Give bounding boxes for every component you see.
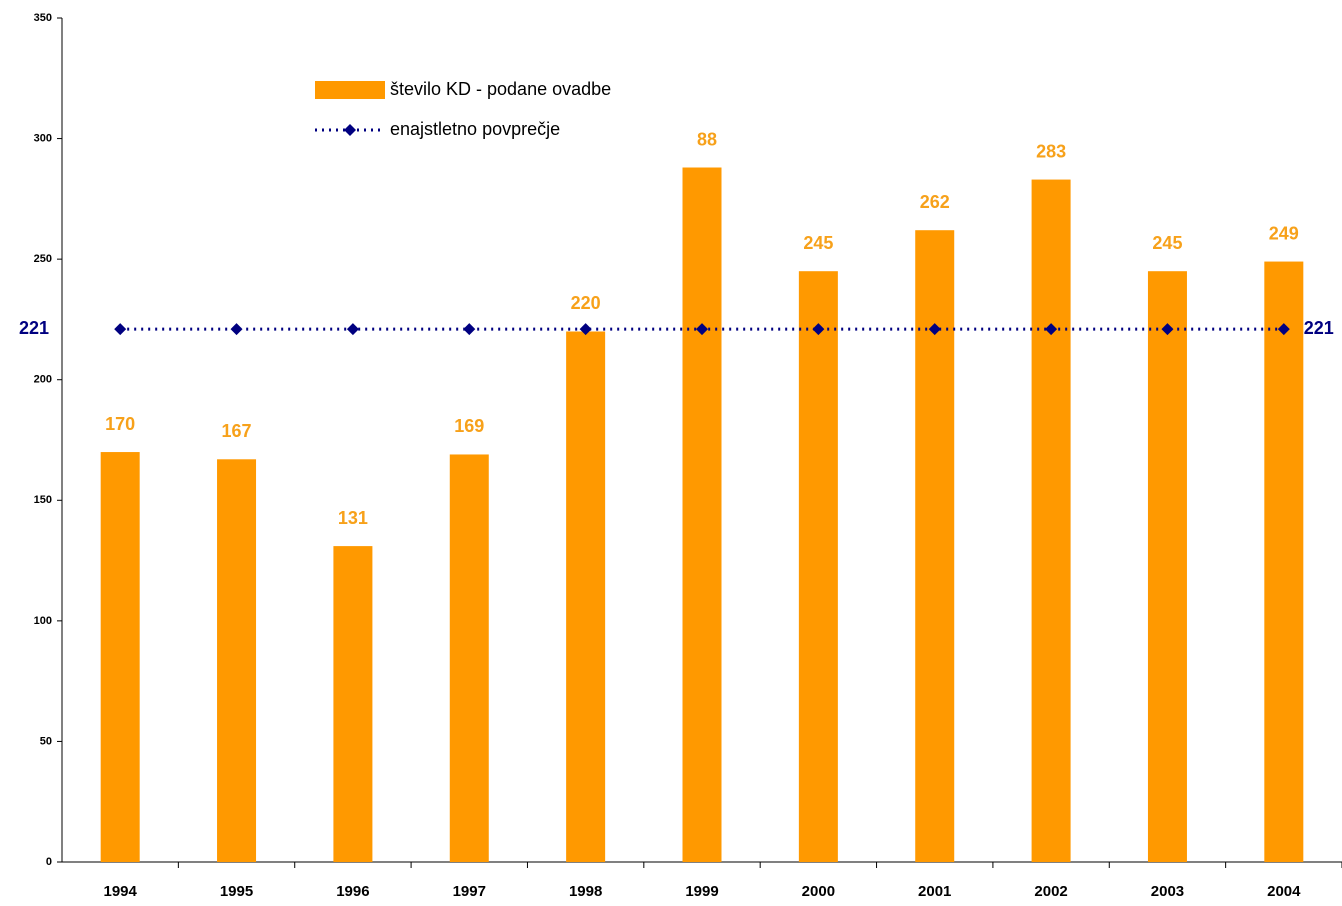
- value-label: 170: [105, 414, 135, 434]
- value-label: 245: [803, 233, 833, 253]
- y-tick-label: 50: [40, 735, 52, 747]
- bar: [682, 167, 722, 863]
- bar: [333, 546, 373, 862]
- legend-swatch: [315, 81, 385, 99]
- line-label: 221: [1304, 318, 1334, 338]
- x-tick-label: 2001: [918, 883, 951, 900]
- legend: število KD - podane ovadbe enajstletno po…: [305, 68, 697, 148]
- bar: [217, 459, 257, 862]
- avg-marker: [1045, 323, 1058, 336]
- x-tick-label: 1999: [685, 883, 718, 900]
- y-tick-label: 150: [34, 494, 52, 506]
- x-tick-label: 1997: [453, 883, 486, 900]
- value-label: 249: [1269, 223, 1299, 243]
- y-tick-label: 100: [34, 615, 52, 627]
- bar: [566, 331, 606, 862]
- avg-marker: [1161, 323, 1174, 336]
- line-label: 221: [19, 318, 49, 338]
- y-tick-label: 250: [34, 253, 52, 265]
- bar: [915, 230, 955, 863]
- value-label: 283: [1036, 141, 1066, 161]
- avg-marker: [579, 323, 592, 336]
- legend-label: število KD - podane ovadbe: [390, 79, 611, 99]
- bar: [449, 454, 489, 862]
- bar: [1264, 261, 1304, 862]
- avg-marker: [114, 323, 127, 336]
- bar: [1147, 271, 1187, 862]
- legend-label: enajstletno povprečje: [390, 119, 560, 139]
- x-tick-label: 1996: [336, 883, 369, 900]
- avg-marker: [230, 323, 243, 336]
- avg-marker: [696, 323, 708, 336]
- legend-marker: [344, 124, 356, 136]
- x-tick-label: 1994: [103, 883, 137, 900]
- bar: [798, 271, 838, 862]
- avg-marker: [812, 323, 825, 336]
- y-tick-label: 350: [34, 12, 52, 24]
- y-tick-label: 0: [46, 856, 52, 868]
- x-tick-label: 1998: [569, 883, 602, 900]
- avg-marker: [463, 323, 476, 336]
- y-tick-label: 300: [34, 132, 52, 144]
- avg-marker: [346, 323, 359, 336]
- x-tick-label: 2003: [1151, 883, 1184, 900]
- value-label: 262: [920, 192, 950, 212]
- bar: [100, 452, 140, 862]
- x-tick-label: 2000: [802, 883, 835, 900]
- avg-marker: [928, 323, 941, 336]
- value-label: 245: [1152, 233, 1182, 253]
- x-tick-label: 2004: [1267, 883, 1301, 900]
- x-tick-label: 2002: [1034, 883, 1067, 900]
- value-label: 220: [571, 293, 601, 313]
- value-label: 169: [454, 416, 484, 436]
- avg-marker: [1277, 323, 1290, 336]
- bar: [1031, 179, 1071, 862]
- x-tick-label: 1995: [220, 883, 253, 900]
- value-label: 167: [222, 421, 252, 441]
- y-tick-label: 200: [34, 374, 52, 386]
- value-label: 131: [338, 508, 368, 528]
